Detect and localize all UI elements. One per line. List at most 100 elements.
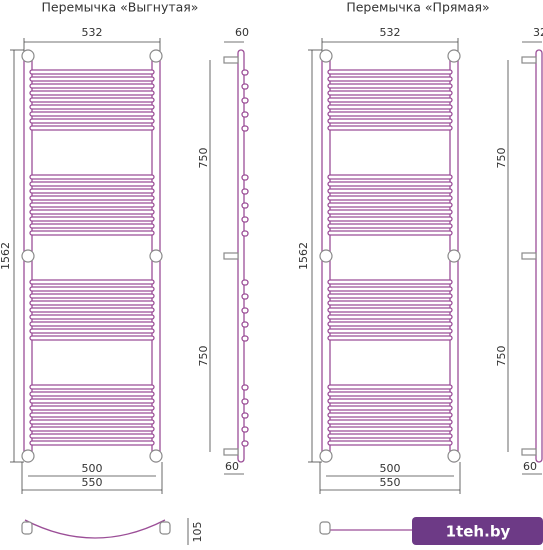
crossbar	[327, 391, 453, 397]
side-bump	[241, 440, 249, 447]
crossbar	[327, 321, 453, 327]
dim-label: 32	[533, 26, 543, 39]
dim-label: 750	[495, 148, 508, 169]
crossbar	[327, 216, 453, 222]
crossbar	[327, 405, 453, 411]
crossbar	[327, 300, 453, 306]
crossbar	[327, 188, 453, 194]
crossbar	[29, 419, 155, 425]
side-bump	[241, 335, 249, 342]
watermark-text: 1teh.by	[446, 523, 511, 541]
crossbar	[327, 328, 453, 334]
dim-label: 532	[380, 26, 401, 39]
crossbar	[327, 118, 453, 124]
crossbar	[29, 118, 155, 124]
crossbar	[327, 209, 453, 215]
dim-label: 750	[197, 346, 210, 367]
side-bump	[241, 384, 249, 391]
side-bump	[241, 216, 249, 223]
side-bracket	[521, 448, 537, 456]
dim-label: 500	[380, 462, 401, 475]
dim-label: 1562	[297, 242, 310, 270]
crossbar	[29, 300, 155, 306]
dim-label: 750	[495, 346, 508, 367]
mount	[21, 449, 35, 463]
crossbar	[29, 111, 155, 117]
dim-label: 105	[191, 522, 204, 543]
side-bracket	[223, 56, 239, 64]
crossbar	[29, 405, 155, 411]
crossbar	[29, 279, 155, 285]
mount	[447, 449, 461, 463]
crossbar	[327, 195, 453, 201]
side-bump	[241, 174, 249, 181]
mount	[447, 49, 461, 63]
crossbar	[29, 398, 155, 404]
crossbar	[29, 412, 155, 418]
crossbar	[327, 104, 453, 110]
crossbar	[327, 111, 453, 117]
crossbar	[29, 69, 155, 75]
watermark-bg	[412, 517, 543, 545]
crossbar	[29, 209, 155, 215]
mount	[21, 249, 35, 263]
crossbar	[327, 279, 453, 285]
mount	[149, 49, 163, 63]
crossbar	[29, 314, 155, 320]
crossbar	[29, 440, 155, 446]
dim-label: 532	[82, 26, 103, 39]
crossbar	[29, 230, 155, 236]
crossbar	[327, 202, 453, 208]
side-bump	[241, 188, 249, 195]
crossbar	[327, 174, 453, 180]
side-bump	[241, 398, 249, 405]
crossbar	[327, 286, 453, 292]
crossbar	[327, 335, 453, 341]
crossbar	[29, 90, 155, 96]
mount	[447, 249, 461, 263]
crossbar	[29, 426, 155, 432]
side-bump	[241, 412, 249, 419]
crossbar	[327, 97, 453, 103]
crossbar	[327, 181, 453, 187]
mount	[149, 249, 163, 263]
crossbar	[29, 307, 155, 313]
watermark: 1teh.by	[412, 517, 543, 545]
side-pipe	[535, 49, 543, 463]
mount	[149, 449, 163, 463]
crossbar	[327, 419, 453, 425]
crossbar	[29, 202, 155, 208]
side-bump	[241, 307, 249, 314]
crossbar	[327, 426, 453, 432]
crossbar	[29, 384, 155, 390]
crossbar	[327, 230, 453, 236]
crossbar	[327, 69, 453, 75]
dim-label: 60	[225, 460, 239, 473]
crossbar	[29, 433, 155, 439]
crossbar	[327, 307, 453, 313]
side-bracket	[521, 252, 537, 260]
dim-label: 60	[523, 460, 537, 473]
side-bump	[241, 202, 249, 209]
side-bump	[241, 111, 249, 118]
crossbar	[327, 440, 453, 446]
dim-label: 750	[197, 148, 210, 169]
crossbar	[29, 223, 155, 229]
crossbar	[29, 335, 155, 341]
mount	[319, 249, 333, 263]
side-bump	[241, 97, 249, 104]
dim-label: 550	[380, 476, 401, 489]
crossbar	[327, 314, 453, 320]
plan-mount	[159, 521, 171, 535]
dim-label: 60	[235, 26, 249, 39]
crossbar	[29, 328, 155, 334]
crossbar	[29, 174, 155, 180]
side-bump	[241, 230, 249, 237]
side-bump	[241, 83, 249, 90]
side-bracket	[521, 56, 537, 64]
crossbar	[29, 391, 155, 397]
crossbar	[327, 398, 453, 404]
dim-label: 500	[82, 462, 103, 475]
side-bump	[241, 69, 249, 76]
